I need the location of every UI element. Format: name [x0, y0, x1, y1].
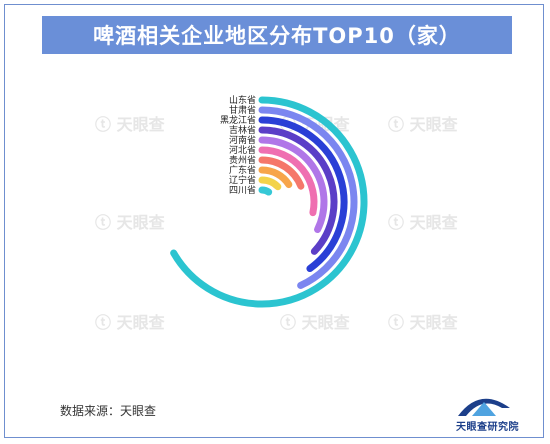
arc-bar-2 — [258, 106, 358, 289]
category-label: 吉林省 — [229, 124, 256, 136]
chart-title-bar: 啤酒相关企业地区分布TOP10（家） — [42, 16, 512, 54]
arc-bar-10 — [258, 186, 273, 196]
data-source: 数据来源：天眼查 — [60, 404, 157, 418]
watermark-text: ⓣ 天眼查 — [388, 115, 458, 134]
arc-bar-6 — [258, 146, 318, 217]
watermark-text: ⓣ 天眼查 — [280, 313, 350, 332]
watermark-text: ⓣ 天眼查 — [95, 213, 165, 232]
watermark-text: ⓣ 天眼查 — [388, 313, 458, 332]
category-label: 辽宁省 — [229, 174, 256, 186]
chart-title: 啤酒相关企业地区分布TOP10（家） — [93, 24, 461, 48]
category-label: 河北省 — [229, 144, 256, 156]
watermark-text: ⓣ 天眼查 — [388, 213, 458, 232]
arc-bar-3 — [258, 116, 348, 273]
arc-bar-1 — [170, 96, 368, 308]
brand-logo-icon — [458, 398, 510, 416]
watermark-text: ⓣ 天眼查 — [95, 115, 165, 134]
arc-bar-8 — [258, 166, 293, 189]
category-label: 甘肃省 — [229, 104, 256, 116]
category-label: 四川省 — [229, 184, 256, 196]
arc-bar-7 — [258, 156, 305, 190]
arc-bar-5 — [258, 136, 328, 234]
category-label: 广东省 — [229, 164, 256, 176]
arc-series — [170, 96, 368, 308]
category-label: 贵州省 — [229, 154, 256, 166]
arc-bar-9 — [258, 176, 282, 191]
chart-frame — [4, 4, 544, 438]
watermark-text: ⓣ 天眼查 — [95, 313, 165, 332]
brand-label: 天眼查研究院 — [456, 422, 519, 433]
arc-bar-4 — [258, 126, 338, 255]
category-label: 山东省 — [229, 94, 256, 106]
category-label: 黑龙江省 — [220, 114, 256, 126]
category-label: 河南省 — [229, 134, 256, 146]
